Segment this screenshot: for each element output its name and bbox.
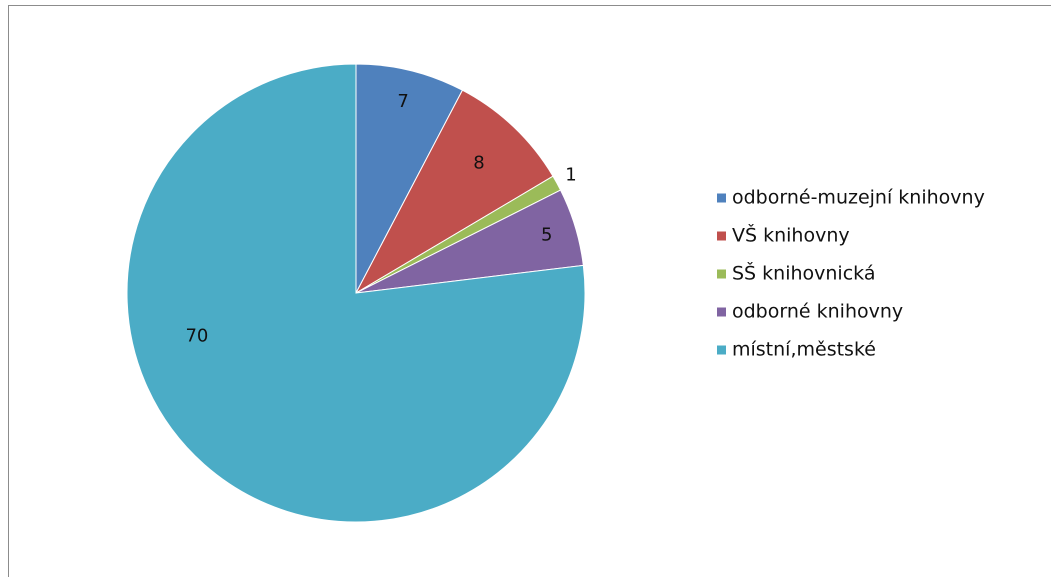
pie-data-label-4: 5 — [541, 224, 552, 245]
legend-item-1: odborné-muzejní knihovny — [717, 187, 985, 209]
pie-slices — [126, 63, 586, 523]
legend-label-4: odborné knihovny — [732, 301, 903, 323]
legend-swatch-4 — [717, 307, 726, 317]
pie-data-label-2: 8 — [473, 153, 484, 174]
pie-data-labels: 7 8 1 5 70 — [185, 91, 576, 346]
legend-label-2: VŠ knihovny — [732, 223, 850, 247]
legend-label-1: odborné-muzejní knihovny — [732, 187, 985, 209]
pie-data-label-1: 7 — [397, 91, 408, 112]
legend-item-2: VŠ knihovny — [717, 223, 850, 247]
legend-label-3: SŠ knihovnická — [732, 261, 875, 285]
pie-data-label-5: 70 — [185, 325, 208, 346]
legend-swatch-3 — [717, 269, 726, 279]
legend-item-5: místní,městské — [717, 339, 876, 361]
legend-swatch-5 — [717, 345, 726, 355]
legend-swatch-2 — [717, 231, 726, 241]
chart-legend: odborné-muzejní knihovny VŠ knihovny SŠ kn… — [717, 187, 985, 361]
legend-swatch-1 — [717, 193, 726, 203]
pie-slice-2 — [354, 89, 554, 295]
pie-slice-5 — [126, 63, 586, 523]
pie-slice-1 — [355, 63, 464, 294]
legend-item-3: SŠ knihovnická — [717, 261, 875, 285]
legend-label-5: místní,městské — [732, 339, 876, 361]
legend-item-4: odborné knihovny — [717, 301, 903, 323]
pie-data-label-3: 1 — [565, 164, 576, 185]
